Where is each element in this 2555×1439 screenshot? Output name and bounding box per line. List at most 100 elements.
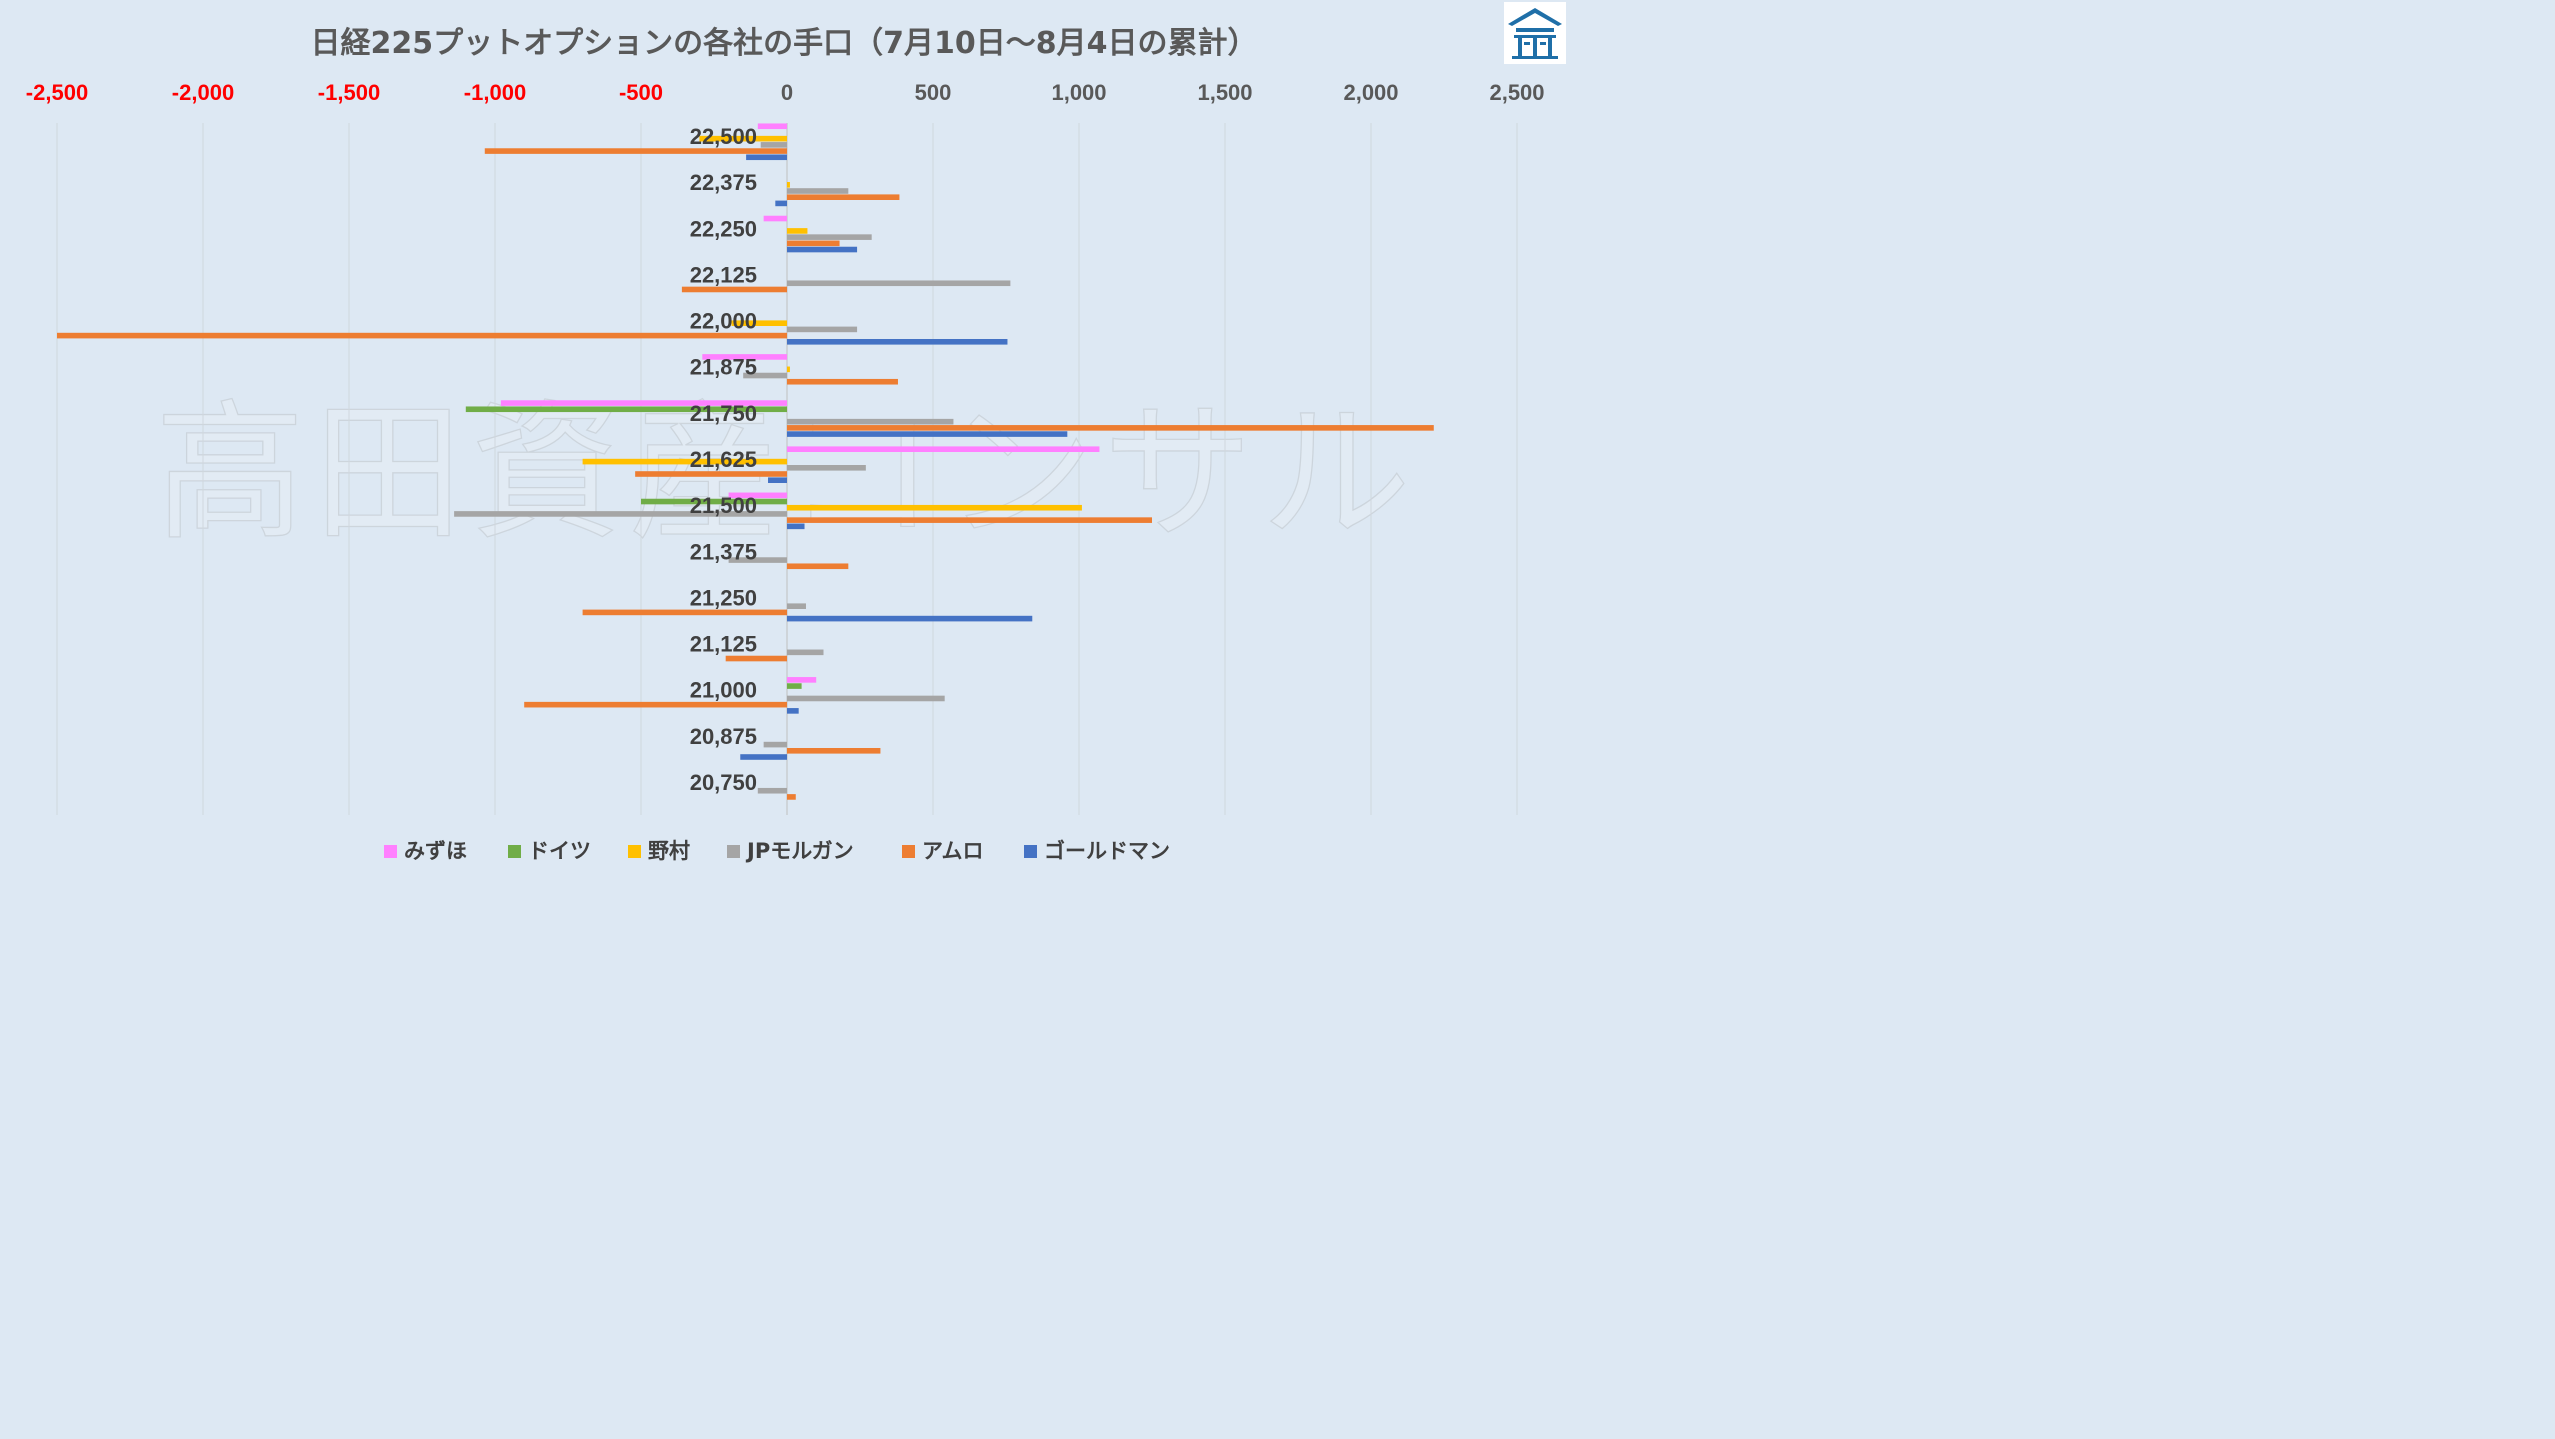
bar (787, 708, 799, 714)
bar (757, 123, 787, 130)
bar (500, 400, 787, 406)
bar (787, 418, 954, 425)
bar (787, 234, 872, 240)
bar (775, 200, 787, 207)
bar (787, 326, 858, 333)
x-tick-label: -2,500 (26, 80, 88, 105)
bar (787, 431, 1068, 437)
category-label: 22,375 (690, 170, 757, 195)
bar (731, 320, 787, 326)
category-label: 21,375 (690, 539, 757, 564)
x-axis: -2,500 -2,000 -1,500 -1,000 -500 0 500 1,000 1,5… (26, 80, 1545, 105)
bar (787, 794, 796, 800)
category-label: 21,000 (690, 678, 757, 703)
bar (787, 446, 1100, 452)
category-label: 22,250 (690, 216, 757, 241)
legend-label: JPモルガン (745, 839, 854, 863)
category-label: 20,875 (690, 724, 757, 749)
bar (757, 787, 787, 794)
x-tick-label: 0 (781, 80, 793, 105)
category-label: 22,125 (690, 262, 757, 287)
bar (725, 655, 787, 662)
x-tick-label: 2,500 (1489, 80, 1544, 105)
bar (787, 182, 790, 188)
legend-label: アムロ (922, 839, 984, 863)
bar (768, 477, 787, 483)
bar (787, 366, 790, 373)
bar (763, 215, 787, 222)
x-tick-label: -1,000 (464, 80, 526, 105)
x-tick-label: 2,000 (1343, 80, 1398, 105)
legend-swatch (727, 845, 740, 858)
bar (763, 741, 787, 748)
bar (787, 615, 1033, 622)
chart-canvas: 高田資産コンサル -2,500-2,000-1,500-1,000-500050… (26, 80, 1545, 863)
x-tick-label: 500 (915, 80, 952, 105)
legend-swatch (1024, 845, 1037, 858)
bar (728, 492, 787, 499)
bar (787, 649, 824, 656)
category-label: 21,125 (690, 632, 757, 657)
bar (702, 354, 787, 360)
bar (740, 754, 787, 760)
legend: みずほ ドイツ 野村 JPモルガン アムロ ゴールドマン (384, 839, 1170, 863)
legend-label: 野村 (648, 839, 690, 863)
bar (787, 504, 1082, 511)
bar (681, 286, 787, 293)
bar (787, 194, 900, 200)
category-label: 21,750 (690, 401, 757, 426)
bar (465, 406, 787, 413)
bar (787, 280, 1011, 287)
bar (787, 683, 802, 689)
x-tick-label: -500 (619, 80, 663, 105)
x-tick-label: 1,500 (1197, 80, 1252, 105)
bar (787, 603, 806, 609)
chart-title: 日経225プットオプションの各社の手口（7月10日～8月4日の累計） (310, 26, 1258, 61)
x-tick-label: 1,000 (1051, 80, 1106, 105)
bar (760, 142, 787, 148)
bar (787, 523, 805, 530)
bar (787, 748, 881, 754)
shrine-logo-icon (1504, 2, 1566, 64)
legend-swatch (508, 845, 521, 858)
bar (484, 148, 787, 154)
bar (582, 609, 787, 616)
bar (787, 246, 858, 253)
bar (787, 425, 1434, 431)
category-label: 21,250 (690, 585, 757, 610)
bar (635, 471, 787, 477)
bar (787, 563, 849, 570)
x-tick-label: -1,500 (318, 80, 380, 105)
legend-swatch (384, 845, 397, 858)
bar (787, 517, 1152, 523)
bar (787, 378, 898, 385)
bar (787, 465, 866, 471)
bar (728, 557, 787, 563)
bar (787, 240, 840, 247)
category-label: 22,000 (690, 309, 757, 334)
legend-label: ゴールドマン (1044, 839, 1170, 863)
bar (787, 677, 817, 683)
bar (582, 458, 787, 465)
bar (787, 188, 849, 194)
category-labels: 22,500 22,375 22,250 22,125 22,000 21,875 21,7… (690, 124, 757, 795)
bar (743, 372, 787, 379)
category-label: 20,750 (690, 770, 757, 795)
legend-swatch (628, 845, 641, 858)
bar (57, 332, 787, 339)
bar (787, 695, 945, 702)
category-label: 22,500 (690, 124, 757, 149)
legend-label: ドイツ (528, 839, 591, 863)
logo (1504, 2, 1566, 64)
legend-swatch (902, 845, 915, 858)
bars (57, 123, 1434, 800)
bar (641, 498, 787, 505)
category-label: 21,875 (690, 355, 757, 380)
bar (787, 339, 1008, 345)
bar (524, 701, 787, 708)
category-label: 21,625 (690, 447, 757, 472)
x-tick-label: -2,000 (172, 80, 234, 105)
bar (746, 154, 787, 161)
category-label: 21,500 (690, 493, 757, 518)
bar (699, 135, 787, 142)
